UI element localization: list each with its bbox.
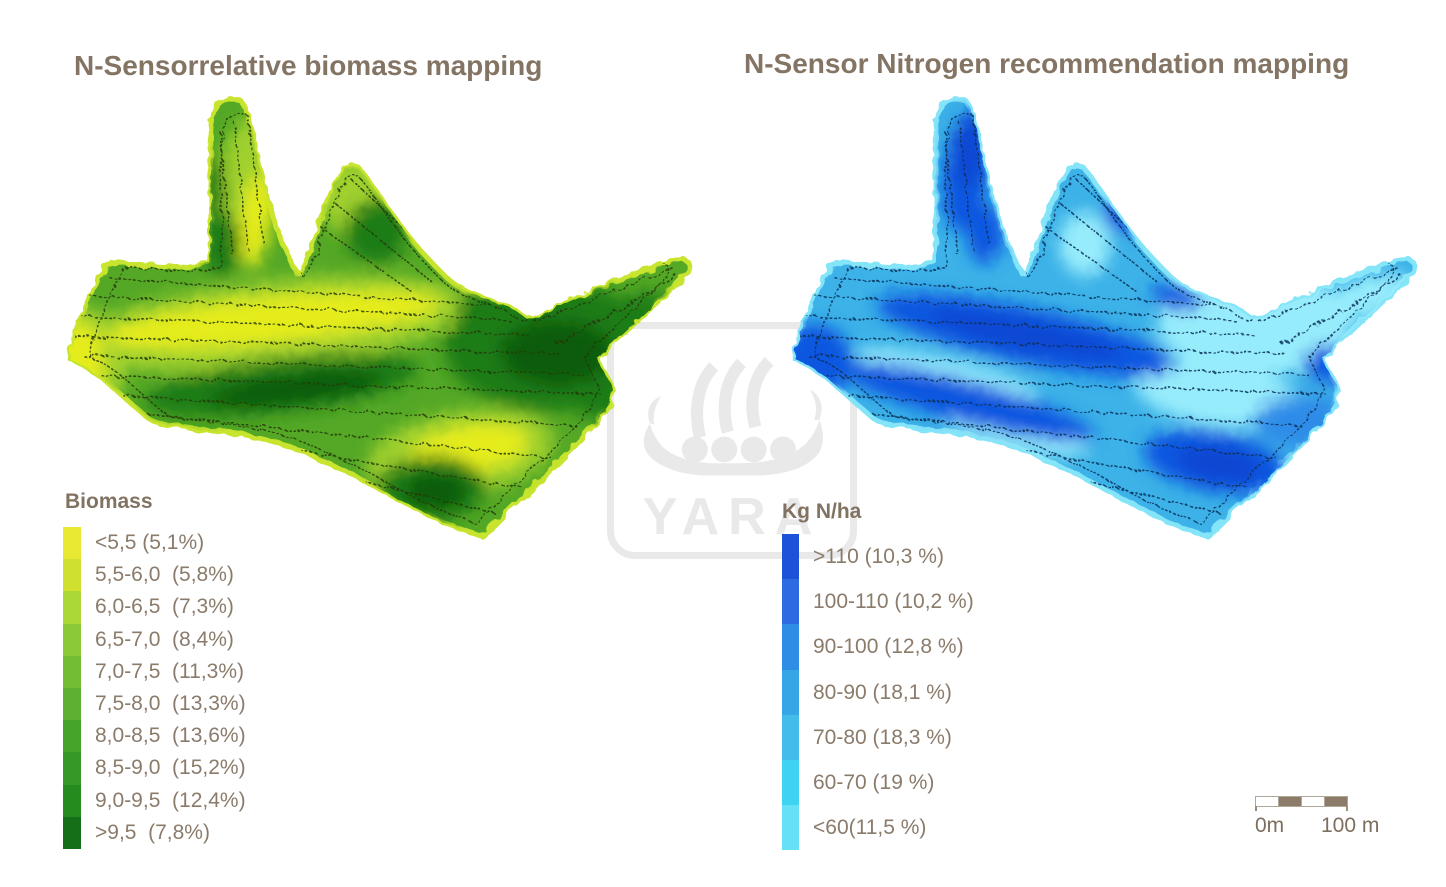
nitrogen-legend-item: 80-90 (18,1 %): [813, 680, 952, 704]
nitrogen-legend-item: 60-70 (19 %): [813, 771, 935, 795]
nitrogen-colorbar-segment: [782, 759, 799, 806]
biomass-colorbar-segment: [63, 720, 81, 753]
biomass-legend-item: 8,0-8,5 (13,6%): [95, 724, 246, 748]
biomass-legend-item: 8,5-9,0 (15,2%): [95, 756, 246, 780]
biomass-map-title: N-Sensorrelative biomass mapping: [74, 50, 543, 81]
nitrogen-colorbar-segment: [782, 669, 799, 715]
biomass-colorbar-segment: [63, 687, 81, 721]
nitrogen-colorbar-segment: [782, 714, 799, 760]
scale-end-label: 100 m: [1321, 814, 1380, 837]
nitrogen-legend-colorbar: [782, 534, 799, 851]
nitrogen-legend: Kg N/ha >110 (10,3 %) 100-110 (10,2 %) 9…: [782, 500, 974, 851]
biomass-colorbar-segment: [63, 527, 81, 560]
nitrogen-legend-item: 70-80 (18,3 %): [813, 725, 952, 749]
nitrogen-legend-item: >110 (10,3 %): [813, 545, 944, 568]
biomass-colorbar-segment: [63, 784, 81, 817]
nitrogen-colorbar-segment: [782, 534, 799, 580]
biomass-field-map: [60, 92, 700, 552]
biomass-colorbar-segment: [63, 752, 81, 785]
biomass-legend-item: 7,5-8,0 (13,3%): [95, 692, 246, 716]
scale-bar: 0m 100 m: [1255, 796, 1395, 838]
biomass-legend-item: 6,5-7,0 (8,4%): [95, 627, 234, 651]
biomass-legend-header: Biomass: [65, 490, 153, 513]
biomass-legend-item: 5,5-6,0 (5,8%): [95, 563, 234, 587]
biomass-colorbar-segment: [63, 816, 81, 849]
biomass-legend-item: 9,0-9,5 (12,4%): [95, 788, 246, 812]
biomass-legend-colorbar: [63, 527, 81, 849]
biomass-colorbar-segment: [63, 559, 81, 592]
biomass-colorbar-segment: [63, 623, 81, 656]
nitrogen-legend-header: Kg N/ha: [782, 500, 862, 523]
scale-bar-cell: [1278, 797, 1301, 806]
biomass-legend-item: >9,5 (7,8%): [95, 820, 210, 844]
scale-bar-segments: [1255, 796, 1348, 811]
biomass-legend-item: 7,0-7,5 (11,3%): [95, 659, 245, 683]
scale-bar-cell: [1256, 797, 1278, 806]
nitrogen-colorbar-segment: [782, 805, 799, 851]
nitrogen-legend-item: <60(11,5 %): [813, 816, 927, 840]
biomass-colorbar-segment: [63, 591, 81, 624]
biomass-colorbar-segment: [63, 655, 81, 688]
nitrogen-colorbar-segment: [782, 579, 799, 625]
biomass-legend-item: 6,0-6,5 (7,3%): [95, 595, 234, 619]
nitrogen-field-map: [785, 92, 1425, 552]
nitrogen-map-title: N-Sensor Nitrogen recommendation mapping: [744, 48, 1350, 79]
scale-start-label: 0m: [1255, 814, 1285, 837]
nitrogen-legend-item: 90-100 (12,8 %): [813, 635, 964, 659]
scale-bar-cell: [1301, 797, 1324, 806]
biomass-legend-item: <5,5 (5,1%): [95, 531, 205, 554]
yara-watermark: YARA: [607, 322, 857, 559]
scale-bar-cell: [1324, 797, 1347, 806]
viking-ship-icon: [643, 357, 823, 476]
nitrogen-colorbar-segment: [782, 624, 799, 670]
biomass-legend: Biomass <5,5 (5,1%) 5,5-6,0 (5,8%) 6,0-6…: [63, 490, 246, 849]
nitrogen-legend-item: 100-110 (10,2 %): [813, 590, 974, 614]
